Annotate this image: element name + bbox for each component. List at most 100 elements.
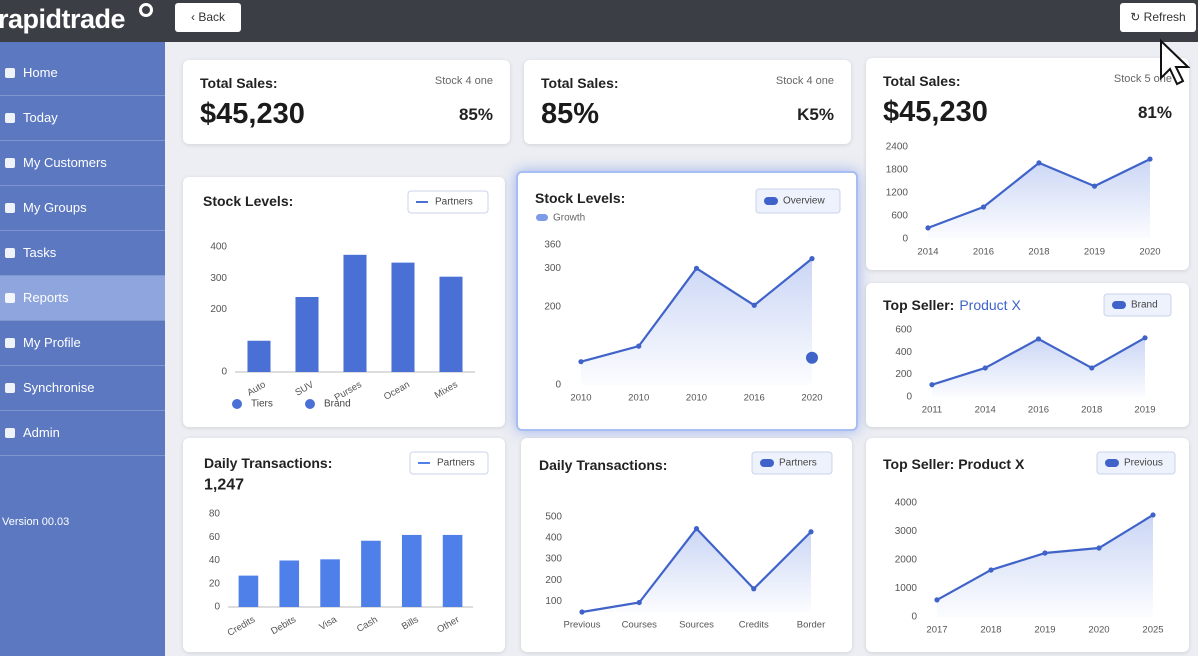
chart-card: 0 600 1200 1800 2400 2014 2016 2018 2019 2020 [866, 58, 1189, 270]
x-tick-label: 2010 [570, 393, 591, 404]
point [1089, 365, 1095, 371]
point [1142, 335, 1148, 341]
area [582, 528, 811, 612]
stat-note: Stock 4 one [434, 75, 493, 87]
back-button[interactable]: ‹ Back [175, 3, 241, 32]
nav-item[interactable]: My Profile [0, 321, 165, 366]
stat-card: Total Sales: 85% Stock 4 one K5% [524, 60, 851, 144]
nav-icon [5, 293, 15, 303]
nav-item[interactable]: Home [0, 51, 165, 96]
chart-title: Stock Levels: [203, 193, 293, 209]
point [929, 382, 935, 388]
y-tick-label: 360 [544, 240, 561, 251]
nav-item[interactable]: Today [0, 96, 165, 141]
nav-item[interactable]: Tasks [0, 231, 165, 276]
stat-value: 85% [541, 98, 600, 130]
point [980, 204, 987, 210]
point [1035, 336, 1042, 342]
nav-label: Synchronise [23, 380, 95, 395]
area [937, 514, 1153, 617]
bar [391, 262, 415, 372]
x-tick-label: 2020 [801, 393, 822, 404]
refresh-button[interactable]: ↻ Refresh [1120, 3, 1196, 32]
nav-label: My Profile [23, 335, 81, 350]
bar [320, 559, 340, 607]
legend-icon [1105, 459, 1119, 467]
chart-card: Daily Transactions: 1,247 Partners 0 20 40 60 8… [183, 438, 505, 652]
x-tick-label: Sources [679, 620, 714, 631]
stat-title: Total Sales: [200, 75, 278, 91]
y-tick-label: 0 [214, 602, 220, 613]
x-tick-label: Previous [564, 620, 601, 631]
x-tick-label: Cash [355, 614, 380, 635]
stat-title: Total Sales: [541, 75, 619, 91]
y-tick-label: 1800 [886, 165, 909, 176]
chart-title: Top Seller: [883, 297, 954, 313]
nav-item[interactable]: My Customers [0, 141, 165, 186]
y-tick-label: 400 [210, 242, 227, 253]
legend-box [1103, 293, 1172, 317]
y-tick-label: 600 [895, 325, 912, 336]
legend-icon [1112, 301, 1126, 309]
area [928, 159, 1150, 239]
x-tick-label: 2019 [1134, 405, 1155, 416]
nav-item[interactable]: My Groups [0, 186, 165, 231]
refresh-label: Refresh [1143, 10, 1186, 24]
x-tick-label: 2020 [1088, 625, 1109, 636]
chart-card: Top Seller: Product X Previous 0 1000 2000 30… [866, 438, 1189, 652]
legend-label: Partners [779, 458, 817, 469]
stat-value: $45,230 [883, 96, 988, 128]
y-tick-label: 200 [210, 304, 227, 315]
x-tick-label: Border [797, 620, 826, 631]
bar [361, 540, 381, 607]
chart-title: Stock Levels: [535, 190, 625, 206]
nav-label: Today [23, 110, 58, 125]
y-tick-label: 100 [545, 596, 562, 607]
chart-subtitle: 1,247 [204, 477, 244, 494]
stat-change: K5% [797, 105, 834, 124]
x-tick-label: 2010 [686, 393, 707, 404]
x-tick-label: Debits [269, 614, 298, 637]
x-tick-label: Other [435, 614, 461, 635]
x-tick-label: Courses [622, 620, 658, 631]
chart-title: Daily Transactions: [204, 455, 332, 471]
nav-label: Reports [23, 290, 69, 305]
x-tick-label: 2014 [975, 405, 996, 416]
x-tick-label: 2018 [980, 625, 1001, 636]
area [932, 337, 1145, 397]
nav-label: Admin [23, 425, 60, 440]
back-label: Back [198, 10, 226, 24]
legend-label: Brand [324, 399, 351, 410]
y-tick-label: 300 [545, 554, 562, 565]
sidebar: Version 00.03 Home Today My Customers My Gr… [0, 42, 165, 656]
y-tick-label: 400 [895, 347, 912, 358]
chart: Daily Transactions: Partners 100 200 300 400 5… [539, 451, 833, 631]
chart-card: Daily Transactions: Partners 100 200 300 400 5… [521, 438, 852, 652]
y-tick-label: 60 [209, 532, 221, 543]
area [581, 258, 812, 385]
x-tick-label: 2011 [922, 405, 942, 416]
legend-box [751, 451, 833, 475]
chart-card: Stock Levels: Overview 0 200 300 360 2010 2010 2… [516, 171, 858, 431]
nav-icon [5, 248, 15, 258]
x-tick-label: 2016 [973, 247, 994, 258]
point [1147, 156, 1153, 162]
y-tick-label: 200 [895, 369, 912, 380]
nav-item[interactable]: Reports [0, 276, 165, 321]
x-tick-label: 2017 [926, 625, 947, 636]
legend-icon [764, 197, 778, 205]
bar [439, 276, 463, 372]
y-tick-label: 0 [221, 367, 227, 378]
x-tick-label: 2016 [1028, 405, 1049, 416]
point [578, 359, 584, 365]
point [693, 526, 700, 532]
nav-item[interactable]: Admin [0, 411, 165, 456]
y-tick-label: 0 [555, 380, 561, 391]
point [579, 609, 585, 615]
legend-box [755, 188, 841, 214]
legend-dot [232, 399, 242, 409]
legend-icon [536, 214, 548, 221]
point [1150, 512, 1156, 518]
nav-item[interactable]: Synchronise [0, 366, 165, 411]
